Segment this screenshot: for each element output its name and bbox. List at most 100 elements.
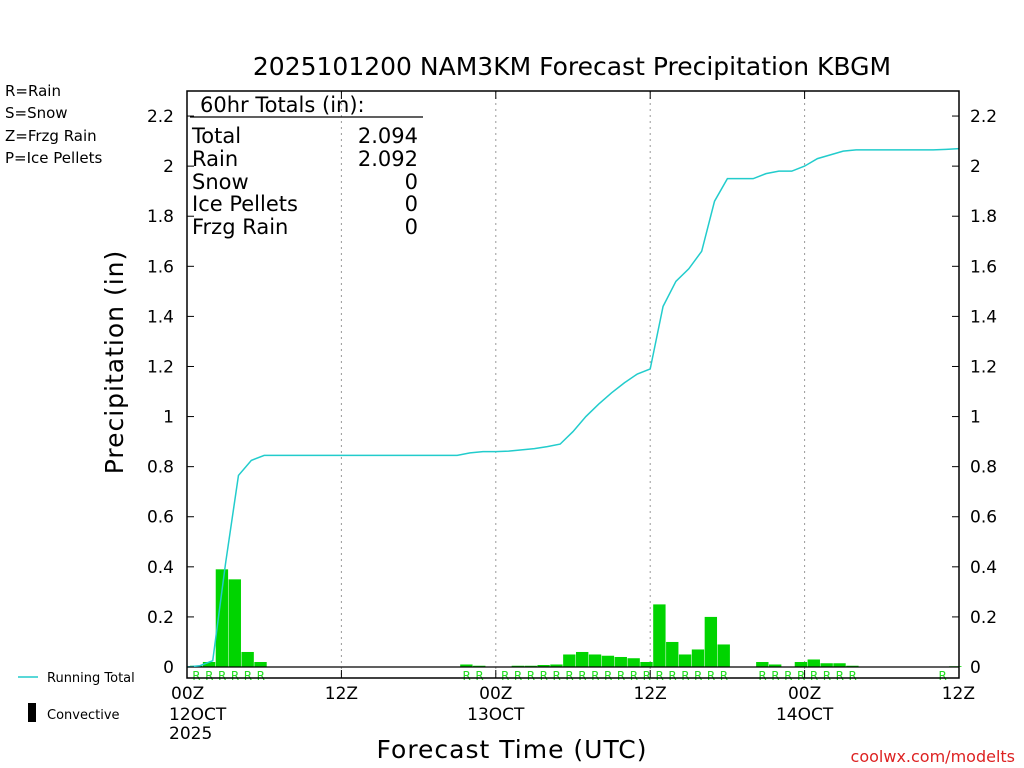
totals-box: 60hr Totals (in): Total 2.094 Rain 2.092… xyxy=(190,93,423,239)
y-tick-label-right-7: 1.4 xyxy=(970,307,997,327)
ptype-mark-hour-22: R xyxy=(462,669,470,683)
y-tick-label-right-10: 2 xyxy=(970,157,981,177)
ptype-mark-hour-28: R xyxy=(540,669,548,683)
bar-hour-30 xyxy=(563,654,576,667)
legend-ice-pellets: P=Ice Pellets xyxy=(5,149,102,167)
ptype-mark-hour-35: R xyxy=(630,669,638,683)
ptype-mark-hour-6: R xyxy=(257,669,265,683)
bar-hour-36 xyxy=(640,661,653,667)
y-tick-label-left-1: 0.2 xyxy=(147,608,174,628)
bar-hour-51 xyxy=(833,663,846,667)
x-tick-label-3: 12Z xyxy=(634,684,667,704)
y-axis-label: Precipitation (in) xyxy=(100,250,129,475)
ptype-mark-hour-4: R xyxy=(231,669,239,683)
ptype-mark-hour-41: R xyxy=(707,669,715,683)
y-tick-label-left-10: 2 xyxy=(163,157,174,177)
bar-hour-48 xyxy=(794,661,808,667)
credit-text: coolwx.com/modelts xyxy=(851,747,1015,766)
ptype-mark-hour-5: R xyxy=(244,669,252,683)
ptype-mark-hour-48: R xyxy=(797,669,805,683)
totals-label-total: Total xyxy=(191,124,241,148)
y-tick-label-right-3: 0.6 xyxy=(970,508,997,528)
totals-label-ice-pellets: Ice Pellets xyxy=(192,192,298,216)
ptype-mark-hour-1: R xyxy=(192,669,200,683)
ptype-mark-hour-38: R xyxy=(668,669,676,683)
x-tick-label-0: 00Z xyxy=(171,684,204,704)
ptype-mark-hour-30: R xyxy=(565,669,573,683)
bar-hour-29 xyxy=(550,664,563,667)
y-axis-ticks: 0 00.2 0.20.4 0.40.6 0.60.8 0.81 11.2 1.21.4 1.4… xyxy=(147,107,997,678)
y-tick-label-right-2: 0.4 xyxy=(970,558,997,578)
plot-grid xyxy=(340,91,806,678)
ptype-mark-hour-46: R xyxy=(771,669,779,683)
x-axis-label: Forecast Time (UTC) xyxy=(377,735,648,764)
bar-hour-26 xyxy=(511,665,525,667)
bar-hour-22 xyxy=(460,664,473,667)
bar-hour-45 xyxy=(756,661,769,667)
running-total-line xyxy=(186,147,960,668)
y-tick-label-left-8: 1.6 xyxy=(147,257,174,277)
y-tick-label-left-4: 0.8 xyxy=(147,458,174,478)
chart-title: 2025101200 NAM3KM Forecast Precipitation… xyxy=(253,52,891,81)
y-tick-label-left-3: 0.6 xyxy=(147,508,174,528)
totals-label-rain: Rain xyxy=(192,147,238,171)
ptype-mark-hour-52: R xyxy=(848,669,856,683)
bar-hour-34 xyxy=(614,656,627,667)
x-tick-label-5: 12Z xyxy=(942,684,975,704)
y-tick-label-right-11: 2.2 xyxy=(970,107,997,127)
y-tick-label-left-11: 2.2 xyxy=(147,107,174,127)
bar-hour-49 xyxy=(807,659,820,667)
bar-hour-3 xyxy=(215,569,229,667)
ptype-mark-hour-32: R xyxy=(591,669,599,683)
legend-convective: Convective xyxy=(47,708,120,723)
ptype-mark-hour-45: R xyxy=(758,669,766,683)
bar-hour-32 xyxy=(588,654,602,667)
bar-hour-35 xyxy=(627,658,640,667)
ptype-mark-hour-27: R xyxy=(527,669,535,683)
ptype-mark-hour-23: R xyxy=(475,669,483,683)
ptype-mark-hour-25: R xyxy=(501,669,509,683)
ptype-mark-hour-34: R xyxy=(617,669,625,683)
ptype-mark-hour-47: R xyxy=(784,669,792,683)
y-tick-label-right-1: 0.2 xyxy=(970,608,997,628)
bar-hour-23 xyxy=(473,665,486,667)
ptype-mark-hour-31: R xyxy=(578,669,586,683)
legend-running-total: Running Total xyxy=(47,671,135,686)
x-tick-label-1: 12Z xyxy=(325,684,358,704)
y-tick-label-left-2: 0.4 xyxy=(147,558,174,578)
ptype-legend: R=Rain S=Snow Z=Frzg Rain P=Ice Pellets xyxy=(5,82,102,167)
bar-hour-33 xyxy=(601,655,615,667)
bar-hour-2 xyxy=(202,661,216,667)
x-tick-date-2: 13OCT xyxy=(467,705,525,725)
bar-series xyxy=(190,569,962,667)
y-tick-label-right-6: 1.2 xyxy=(970,357,997,377)
ptype-mark-hour-50: R xyxy=(823,669,831,683)
y-tick-label-left-7: 1.4 xyxy=(147,307,174,327)
bar-hour-41 xyxy=(704,616,718,667)
y-tick-label-left-5: 1 xyxy=(163,408,174,428)
bar-hour-52 xyxy=(846,665,859,667)
x-tick-date-4: 14OCT xyxy=(776,705,834,725)
y-tick-label-left-9: 1.8 xyxy=(147,207,174,227)
ptype-mark-hour-3: R xyxy=(218,669,226,683)
y-tick-label-right-9: 1.8 xyxy=(970,207,997,227)
totals-label-snow: Snow xyxy=(192,170,249,194)
ptype-mark-hour-29: R xyxy=(553,669,561,683)
bar-hour-40 xyxy=(691,649,705,667)
ptype-mark-hour-51: R xyxy=(836,669,844,683)
bar-hour-38 xyxy=(666,641,679,667)
bar-hour-6 xyxy=(254,661,267,667)
y-tick-label-right-8: 1.6 xyxy=(970,257,997,277)
bar-hour-46 xyxy=(769,664,782,667)
bar-hour-28 xyxy=(537,664,550,667)
bar-hour-39 xyxy=(678,654,692,667)
bar-hour-5 xyxy=(241,651,254,667)
totals-heading: 60hr Totals (in): xyxy=(200,93,365,117)
ptype-mark-hour-36: R xyxy=(643,669,651,683)
legend-frzg-rain: Z=Frzg Rain xyxy=(5,127,97,145)
bar-hour-37 xyxy=(653,604,666,667)
totals-label-frzg-rain: Frzg Rain xyxy=(192,215,288,239)
legend-snow: S=Snow xyxy=(5,104,68,122)
plot-frame xyxy=(186,90,960,679)
